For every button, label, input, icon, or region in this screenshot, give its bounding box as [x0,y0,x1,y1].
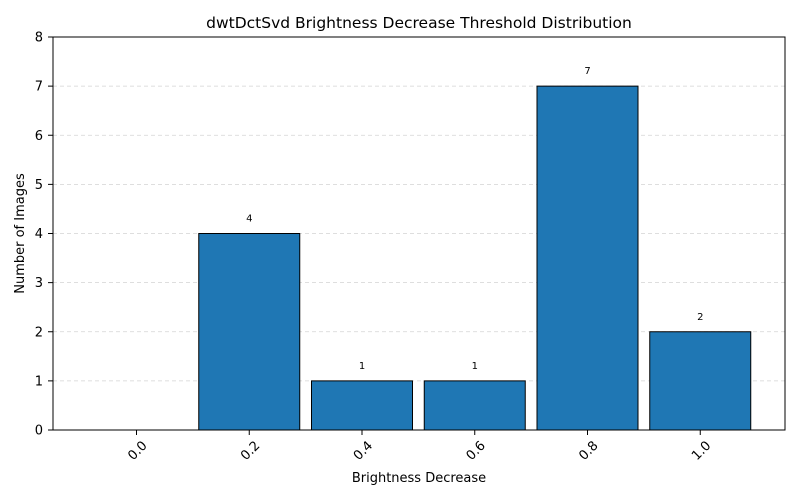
x-axis-label: Brightness Decrease [352,471,486,486]
x-tick-label-2: 0.4 [351,438,376,463]
data-label-1: 4 [246,214,252,225]
chart-title: dwtDctSvd Brightness Decrease Threshold … [206,14,632,32]
bar-2 [311,380,413,431]
data-label-2: 1 [359,361,365,372]
y-tick-label-1: 1 [35,374,43,389]
bars [198,85,752,431]
data-label-5: 2 [697,312,703,323]
x-tick-label-3: 0.6 [464,438,489,463]
y-tick-label-4: 4 [35,227,43,242]
y-tick-label-7: 7 [35,80,43,95]
y-tick-label-5: 5 [35,178,43,193]
y-axis-ticks: 0 1 2 3 4 5 6 7 8 [35,31,53,439]
y-tick-label-6: 6 [35,129,43,144]
bar-3 [423,380,526,431]
y-tick-label-8: 8 [35,31,43,46]
y-tick-label-2: 2 [35,325,43,340]
data-label-3: 1 [472,361,478,372]
bar-1 [198,233,301,431]
x-tick-label-4: 0.8 [576,438,601,463]
bar-5 [649,331,752,431]
x-tick-label-1: 0.2 [238,438,263,463]
data-label-4: 7 [584,66,590,77]
y-tick-label-0: 0 [35,424,43,439]
bar-4 [536,85,639,431]
y-axis-label: Number of Images [13,173,28,294]
x-tick-label-0: 0.0 [125,438,150,463]
data-labels: 4 1 1 7 2 [246,66,703,372]
y-tick-label-3: 3 [35,276,43,291]
x-axis-ticks: 0.0 0.2 0.4 0.6 0.8 1.0 [125,430,714,464]
x-tick-label-5: 1.0 [689,438,714,463]
